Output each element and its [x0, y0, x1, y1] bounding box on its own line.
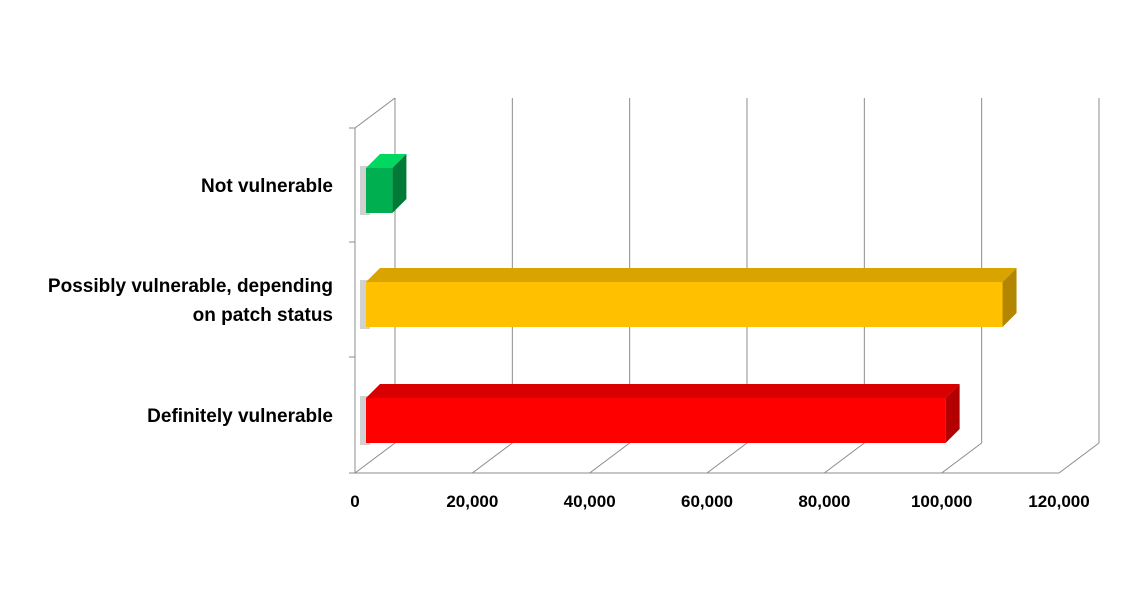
- bar-0: [360, 154, 407, 215]
- bar-2: [360, 384, 960, 445]
- floor-line-0: [354, 442, 396, 474]
- bar-top-2: [366, 384, 960, 398]
- bar-shadow-2: [360, 396, 370, 445]
- floor-line-4: [824, 442, 865, 474]
- x-tick-label-1: 20,000: [446, 492, 498, 511]
- category-label-2-line-0: Definitely vulnerable: [147, 406, 333, 427]
- bar-top-1: [366, 268, 1017, 282]
- category-label-1: Possibly vulnerable, depending on patch …: [3, 272, 333, 330]
- floor-line-5: [941, 442, 982, 474]
- category-label-2: Definitely vulnerable: [3, 402, 333, 431]
- x-tick-label-3: 60,000: [681, 492, 733, 511]
- bar-shadow-0: [360, 166, 370, 215]
- floor-line-1: [472, 442, 513, 474]
- floor-line-6: [1058, 442, 1100, 474]
- category-label-0: Not vulnerable: [3, 172, 333, 201]
- x-tick-label-6: 120,000: [1028, 492, 1089, 511]
- floor-line-2: [589, 442, 630, 474]
- category-label-1-line-1: on patch status: [192, 305, 333, 326]
- bar-side-2: [945, 384, 960, 443]
- bar-side-0: [392, 154, 407, 213]
- x-tick-label-5: 100,000: [911, 492, 972, 511]
- bar-1: [360, 268, 1017, 329]
- x-tick-labels: 0 20,000 40,000 60,000 80,000 100,000 120,000: [350, 492, 1089, 511]
- bars: [360, 154, 1017, 445]
- bar-front-1: [366, 282, 1003, 327]
- x-tick-label-2: 40,000: [564, 492, 616, 511]
- category-label-0-line-0: Not vulnerable: [201, 176, 333, 197]
- bar-front-0: [366, 168, 393, 213]
- bar-side-1: [1002, 268, 1017, 327]
- x-tick-label-0: 0: [350, 492, 359, 511]
- floor-line-3: [706, 442, 748, 474]
- bar-top-0: [366, 154, 407, 168]
- left-wall-top: [354, 97, 396, 129]
- bar-front-2: [366, 398, 946, 443]
- x-tick-label-4: 80,000: [798, 492, 850, 511]
- bar-shadow-1: [360, 280, 370, 329]
- category-label-1-line-0: Possibly vulnerable, depending: [47, 276, 333, 297]
